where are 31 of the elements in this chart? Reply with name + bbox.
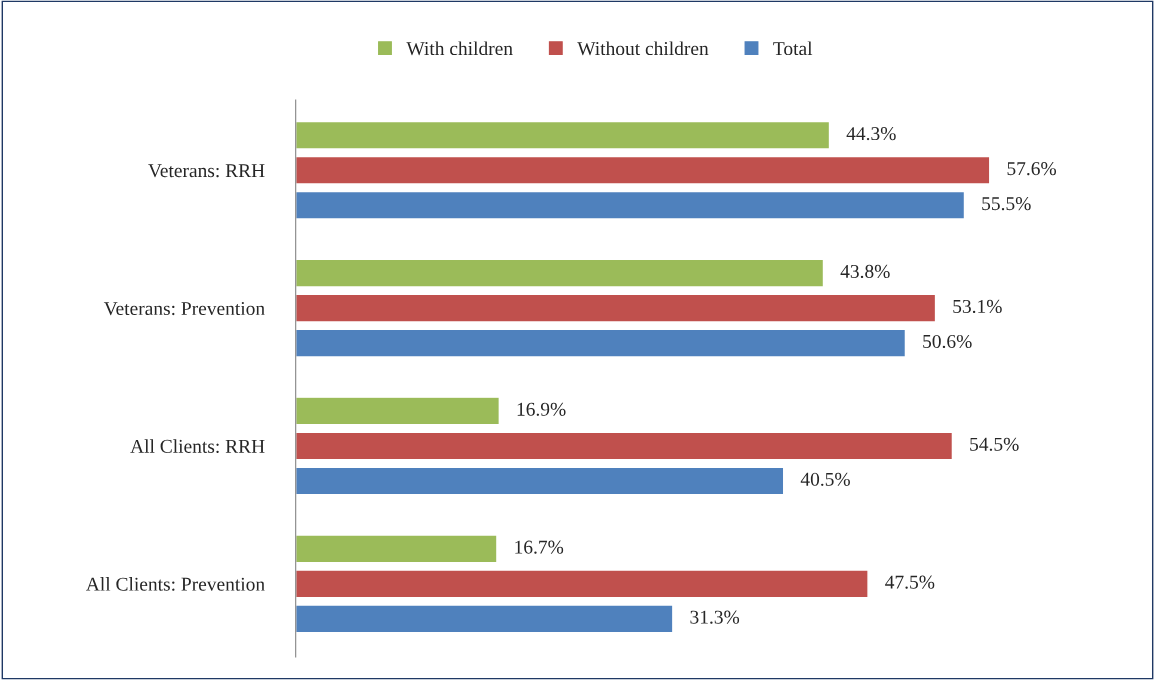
y-tick-label: Veterans: Prevention	[103, 301, 265, 316]
data-label: 16.9%	[517, 402, 566, 416]
data-label: 31.3%	[690, 610, 740, 624]
data-label: 40.5%	[800, 472, 850, 486]
y-tick-label: Veterans: RRH	[148, 164, 265, 178]
legend-label: Total	[773, 41, 813, 56]
data-label: 50.6%	[923, 334, 972, 349]
data-label: 47.5%	[885, 575, 935, 589]
data-label: 16.7%	[515, 540, 564, 554]
y-tick-label: All Clients: RRH	[130, 439, 265, 453]
bar	[295, 396, 501, 426]
bar	[295, 466, 785, 496]
bar	[295, 534, 498, 564]
data-label: 57.6%	[1007, 162, 1057, 176]
bar	[295, 569, 869, 599]
bar	[295, 190, 966, 220]
data-label: 54.5%	[970, 437, 1019, 451]
data-label: 43.8%	[840, 264, 890, 279]
bar	[295, 293, 937, 323]
legend-label: Without children	[577, 41, 709, 56]
bar	[295, 431, 954, 461]
bar	[295, 258, 825, 288]
bar	[295, 120, 831, 150]
y-tick-label: All Clients: Prevention	[86, 577, 265, 591]
legend-label: With children	[406, 41, 513, 56]
data-label: 53.1%	[953, 299, 1002, 314]
bar	[295, 328, 907, 358]
bar	[295, 604, 674, 634]
data-label: 55.5%	[982, 197, 1031, 211]
bar	[295, 155, 991, 185]
data-label: 44.3%	[846, 127, 896, 141]
